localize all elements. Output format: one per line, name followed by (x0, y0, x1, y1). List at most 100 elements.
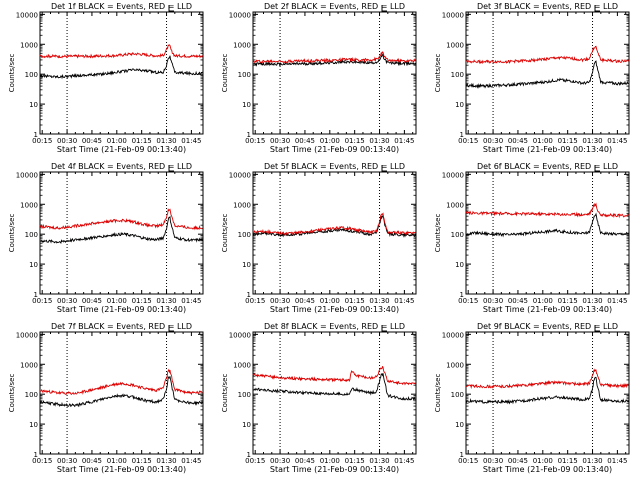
y-tick-label: 1 (247, 291, 251, 299)
detector-panel: Det 6f BLACK = Events, RED = LLD 00:15 00:… (434, 162, 630, 314)
y-tick-label: 1 (247, 131, 251, 139)
x-tick-label: 01:30 (156, 297, 176, 305)
x-tick-label: 01:30 (582, 297, 602, 305)
detector-panel: Det 5f BLACK = Events, RED = LLD 00:15 00:… (221, 162, 417, 314)
x-tick-label: 01:45 (394, 137, 414, 145)
lld-series-line (39, 208, 203, 231)
plot-frame (252, 11, 417, 135)
detector-panel: Det 1f BLACK = Events, RED = LLD 00:15 00:… (8, 2, 204, 154)
x-tick-label: 01:30 (156, 457, 176, 465)
x-tick-label: 00:15 (245, 457, 265, 465)
plot-frame (39, 11, 204, 135)
y-tick-label: 1000 (20, 361, 38, 369)
plot-title: Det 8f BLACK = Events, RED = LLD (264, 322, 405, 331)
y-tick-label: 1 (34, 451, 38, 459)
events-series-line (253, 54, 416, 67)
y-tick-label: 1000 (20, 201, 38, 209)
corner-marker-icon (594, 165, 601, 172)
x-tick-label: 01:30 (582, 457, 602, 465)
x-tick-label: 00:45 (508, 137, 528, 145)
y-tick-label: 10 (29, 261, 38, 269)
y-axis-label: Counts/sec (434, 54, 442, 93)
y-tick-label: 1000 (446, 201, 464, 209)
corner-marker-icon (594, 5, 601, 12)
corner-marker-icon (168, 165, 175, 172)
x-tick-label: 01:45 (607, 137, 627, 145)
y-axis-label: Counts/sec (434, 214, 442, 253)
x-tick-label: 01:45 (181, 457, 201, 465)
y-tick-label: 1 (34, 131, 38, 139)
plot-title: Det 9f BLACK = Events, RED = LLD (477, 322, 618, 331)
y-tick-label: 100 (238, 71, 251, 79)
detector-panel: Det 7f BLACK = Events, RED = LLD 00:15 00:… (8, 322, 204, 474)
x-axis-label: Start Time (21-Feb-09 00:13:40) (483, 145, 612, 154)
x-tick-label: 01:45 (607, 297, 627, 305)
x-axis-label: Start Time (21-Feb-09 00:13:40) (57, 305, 186, 314)
y-tick-label: 10 (455, 421, 464, 429)
x-tick-label: 00:30 (270, 457, 290, 465)
y-tick-label: 10 (242, 101, 251, 109)
y-tick-label: 100 (238, 391, 251, 399)
x-axis-label: Start Time (21-Feb-09 00:13:40) (270, 465, 399, 474)
x-tick-label: 01:30 (369, 137, 389, 145)
x-tick-label: 00:30 (270, 297, 290, 305)
plot-title: Det 1f BLACK = Events, RED = LLD (51, 2, 192, 11)
lld-series-line (465, 368, 629, 390)
corner-marker-icon (168, 5, 175, 12)
x-axis-label: Start Time (21-Feb-09 00:13:40) (483, 465, 612, 474)
x-tick-label: 01:00 (320, 297, 340, 305)
lld-series-line (252, 365, 416, 386)
x-tick-label: 01:30 (582, 137, 602, 145)
y-tick-label: 100 (451, 71, 464, 79)
y-axis-label: Counts/sec (434, 374, 442, 413)
x-tick-label: 01:45 (394, 297, 414, 305)
x-tick-label: 01:45 (607, 457, 627, 465)
lld-series-line (465, 202, 629, 219)
x-tick-label: 00:15 (32, 297, 52, 305)
y-tick-label: 100 (25, 71, 38, 79)
x-tick-label: 01:00 (320, 137, 340, 145)
x-tick-label: 00:15 (32, 457, 52, 465)
x-tick-label: 01:00 (533, 297, 553, 305)
x-tick-label: 00:45 (295, 137, 315, 145)
x-tick-label: 01:00 (107, 297, 127, 305)
x-tick-label: 01:15 (558, 457, 578, 465)
x-tick-label: 00:30 (57, 457, 77, 465)
plot-title: Det 4f BLACK = Events, RED = LLD (51, 162, 192, 171)
detector-panel: Det 3f BLACK = Events, RED = LLD 00:15 00:… (434, 2, 630, 154)
x-axis-label: Start Time (21-Feb-09 00:13:40) (270, 305, 399, 314)
events-series-line (39, 55, 203, 80)
plot-title: Det 5f BLACK = Events, RED = LLD (264, 162, 405, 171)
x-tick-label: 01:30 (369, 297, 389, 305)
events-series-line (465, 212, 629, 238)
events-series-line (39, 375, 203, 408)
plot-title: Det 7f BLACK = Events, RED = LLD (51, 322, 192, 331)
y-axis-label: Counts/sec (221, 214, 229, 253)
y-tick-label: 1 (247, 451, 251, 459)
x-tick-label: 01:30 (369, 457, 389, 465)
x-tick-label: 00:45 (82, 457, 102, 465)
x-axis-label: Start Time (21-Feb-09 00:13:40) (57, 465, 186, 474)
x-tick-label: 01:00 (107, 457, 127, 465)
x-tick-label: 01:00 (107, 137, 127, 145)
x-tick-label: 00:45 (295, 457, 315, 465)
plot-frame (465, 171, 630, 295)
y-tick-label: 1000 (233, 201, 251, 209)
y-tick-label: 10 (455, 101, 464, 109)
y-axis-label: Counts/sec (8, 54, 16, 93)
x-tick-label: 01:15 (345, 457, 365, 465)
x-tick-label: 00:15 (245, 137, 265, 145)
y-tick-label: 10000 (229, 171, 251, 179)
x-tick-label: 01:15 (132, 137, 152, 145)
y-tick-label: 1 (34, 291, 38, 299)
y-tick-label: 10 (242, 421, 251, 429)
lld-series-line (465, 45, 629, 65)
y-tick-label: 1000 (233, 361, 251, 369)
x-axis-label: Start Time (21-Feb-09 00:13:40) (483, 305, 612, 314)
plot-title: Det 6f BLACK = Events, RED = LLD (477, 162, 618, 171)
y-tick-label: 10 (29, 421, 38, 429)
y-tick-label: 10000 (442, 171, 464, 179)
x-tick-label: 01:45 (394, 457, 414, 465)
y-axis-label: Counts/sec (8, 374, 16, 413)
